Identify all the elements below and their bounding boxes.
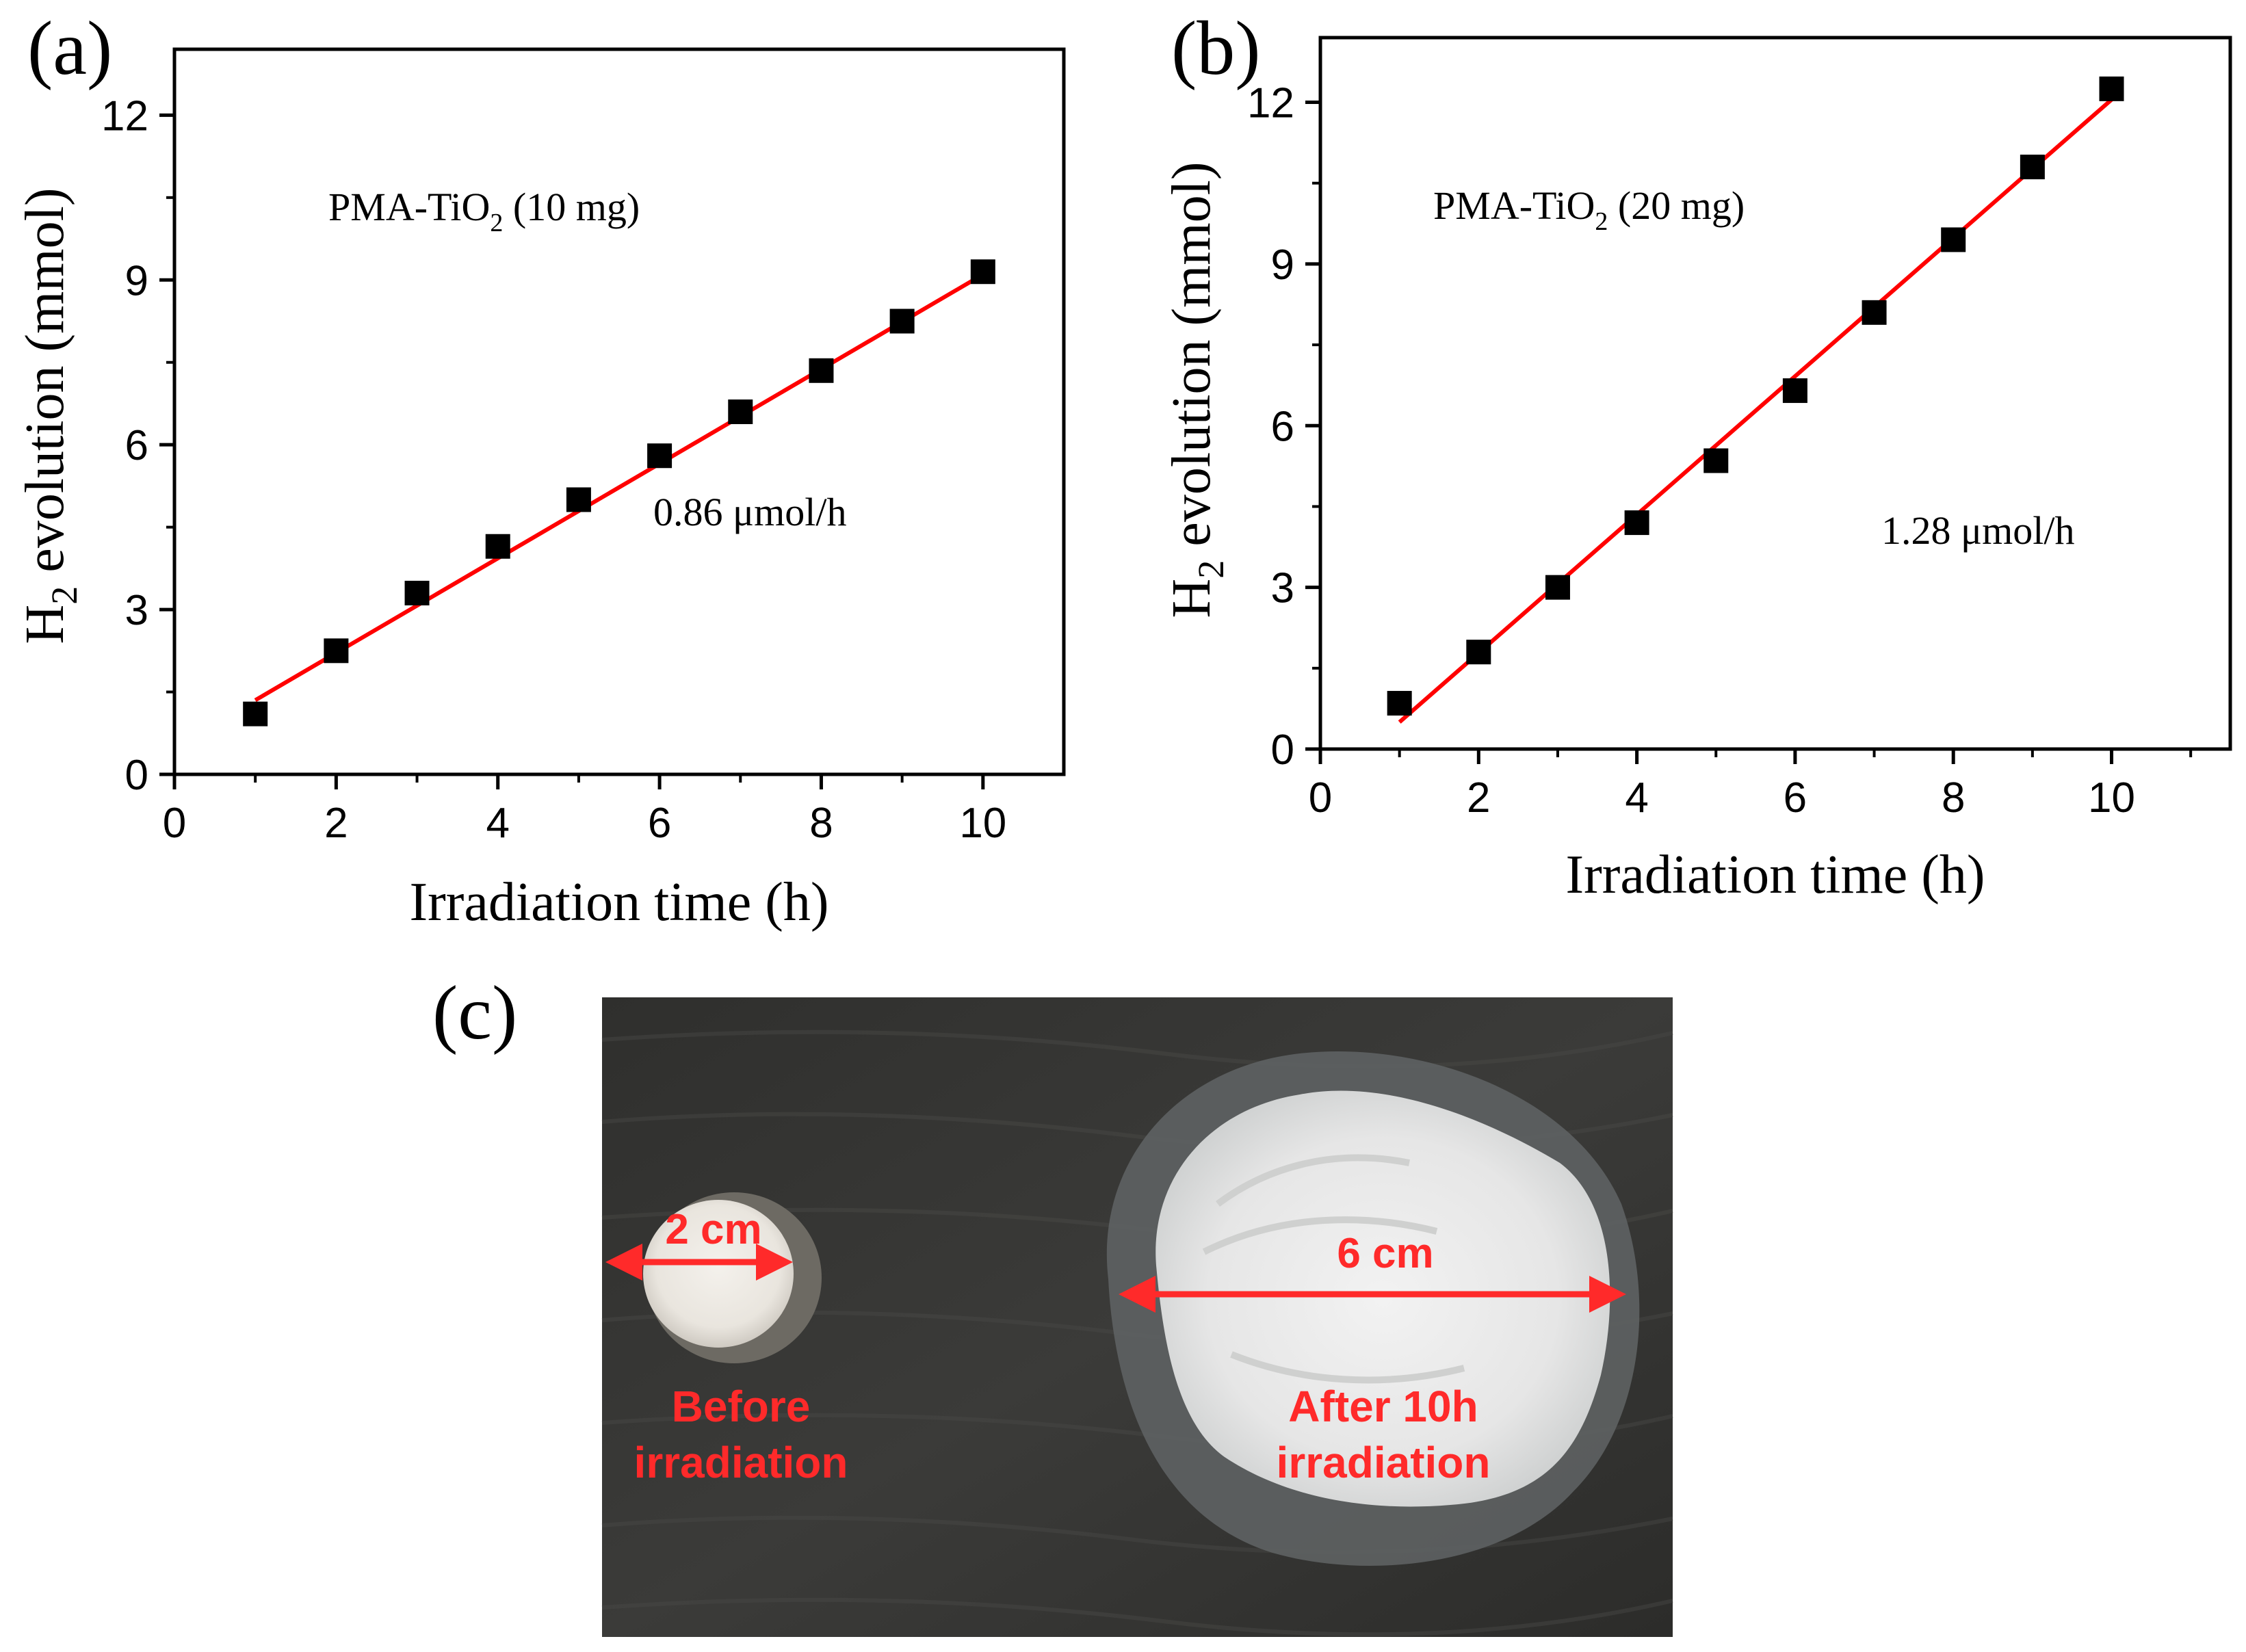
x-tick-label: 8 <box>1942 774 1965 822</box>
data-point <box>1941 227 1966 252</box>
data-point <box>889 309 915 334</box>
panel-b-points <box>1387 76 2124 716</box>
data-point <box>324 638 349 664</box>
data-point <box>1545 575 1570 600</box>
fit-line <box>1398 98 2113 724</box>
x-tick-label: 2 <box>1467 774 1490 822</box>
panel-a-xlabel: Irradiation time (h) <box>409 872 828 932</box>
panel-b-frame <box>1318 36 2232 751</box>
y-tick-label: 12 <box>1247 80 1294 127</box>
sample-photo: 2 cm 6 cm Before irradiation After 10h i… <box>601 997 1673 1637</box>
y-tick-label: 9 <box>1271 241 1294 289</box>
data-point <box>1466 640 1491 665</box>
large-caption-line1: After 10h <box>1288 1382 1478 1431</box>
data-point <box>1703 448 1729 473</box>
panel-c-label: (c) <box>432 971 517 1056</box>
panel-b-axes: 0 2 4 6 8 10 0 3 6 9 12 <box>1247 80 2193 822</box>
data-point <box>1782 378 1807 404</box>
y-tick-label: 12 <box>101 92 148 140</box>
x-tick-label: 6 <box>1784 774 1807 822</box>
large-sample <box>1106 1051 1640 1566</box>
panel-c: (c) <box>432 971 1673 1637</box>
panel-b-xlabel: Irradiation time (h) <box>1565 845 1985 905</box>
x-tick-label: 8 <box>809 800 833 847</box>
panel-a-axes: 0 2 4 6 8 10 0 3 6 9 12 <box>101 92 1006 847</box>
y-tick-label: 0 <box>1271 726 1294 774</box>
x-tick-label: 10 <box>959 800 1006 847</box>
panel-a-label: (a) <box>27 6 112 91</box>
panel-b-rate: 1.28 μmol/h <box>1881 508 2074 553</box>
panel-a: (a) 0 2 4 6 8 10 0 3 6 9 12 PMA-TiO2 (10 mg) 0.86 … <box>15 6 1066 932</box>
data-point <box>647 443 673 469</box>
panel-b-annotation: PMA-TiO2 (20 mg) <box>1433 183 1745 236</box>
panel-a-annotation: PMA-TiO2 (10 mg) <box>328 185 640 237</box>
y-tick-label: 3 <box>1271 565 1294 612</box>
fit-line <box>254 272 984 703</box>
data-point <box>485 534 510 559</box>
x-tick-label: 0 <box>163 800 186 847</box>
y-tick-label: 6 <box>125 422 148 469</box>
data-point <box>970 259 995 285</box>
data-point <box>404 581 430 605</box>
small-dimension-label: 2 cm <box>665 1206 761 1253</box>
x-tick-label: 6 <box>648 800 671 847</box>
panel-a-ylabel: H2 evolution (mmol) <box>15 188 85 644</box>
small-caption-line2: irradiation <box>634 1438 848 1487</box>
data-point <box>243 701 268 726</box>
y-tick-label: 0 <box>125 752 148 799</box>
panel-b-ylabel: H2 evolution (mmol) <box>1162 162 1231 618</box>
data-point <box>809 358 834 383</box>
panel-a-frame <box>172 47 1066 776</box>
data-point <box>2020 155 2045 180</box>
x-tick-label: 4 <box>486 800 509 847</box>
y-tick-label: 3 <box>125 587 148 634</box>
data-point <box>1862 300 1887 325</box>
x-tick-label: 0 <box>1309 774 1332 822</box>
x-tick-label: 4 <box>1625 774 1648 822</box>
panel-b: (b) 0 2 4 6 8 10 0 3 6 9 12 PMA-TiO2 (20 mg) 1.28 … <box>1162 6 2232 905</box>
data-point <box>1624 510 1649 536</box>
x-tick-label: 2 <box>324 800 348 847</box>
panel-a-points <box>243 259 995 726</box>
y-tick-label: 9 <box>125 257 148 304</box>
panel-a-rate: 0.86 μmol/h <box>653 490 846 534</box>
data-point <box>2099 76 2124 101</box>
large-sample-ridges <box>1202 1154 1465 1384</box>
panel-b-label: (b) <box>1171 6 1261 91</box>
panel-a-fit <box>254 272 984 703</box>
y-tick-label: 6 <box>1271 403 1294 450</box>
data-point <box>1387 691 1412 716</box>
large-caption-line2: irradiation <box>1277 1438 1491 1487</box>
small-caption-line1: Before <box>672 1382 811 1431</box>
large-dimension-label: 6 cm <box>1337 1230 1433 1277</box>
x-tick-label: 10 <box>2088 774 2135 822</box>
data-point <box>728 399 753 424</box>
panel-b-fit <box>1398 98 2113 724</box>
data-point <box>566 487 591 512</box>
